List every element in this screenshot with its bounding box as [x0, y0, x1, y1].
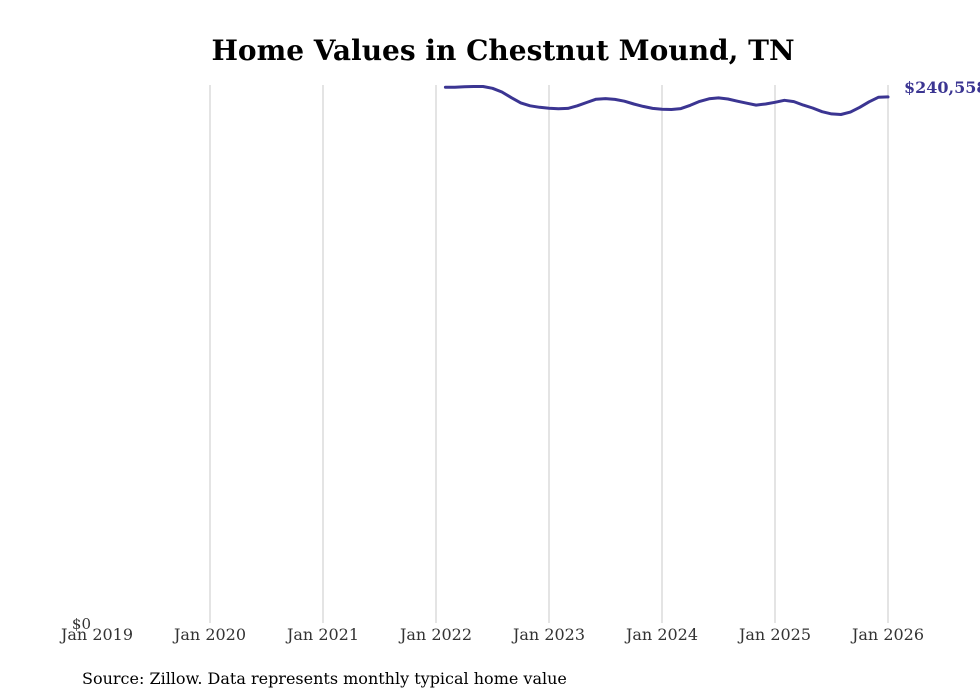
x-axis-tick-labels: Jan 2019 Jan 2020 Jan 2021 Jan 2022 Jan 2023…: [59, 625, 924, 644]
x-tick-label-jan-2026: Jan 2026: [850, 625, 924, 644]
x-tick-label-jan-2025: Jan 2025: [737, 625, 811, 644]
x-tick-label-jan-2021: Jan 2021: [285, 625, 359, 644]
x-tick-label-jan-2019: Jan 2019: [59, 625, 133, 644]
x-tick-label-jan-2024: Jan 2024: [624, 625, 698, 644]
chart-title: Home Values in Chestnut Mound, TN: [211, 34, 794, 67]
y-axis-tick-label-0: $0: [72, 615, 91, 633]
x-tick-label-jan-2023: Jan 2023: [511, 625, 585, 644]
latest-value-label: $240,558: [904, 78, 980, 97]
home-value-series-line: [443, 85, 890, 116]
x-tick-label-jan-2022: Jan 2022: [398, 625, 472, 644]
source-note: Source: Zillow. Data represents monthly …: [82, 669, 567, 688]
x-tick-label-jan-2020: Jan 2020: [172, 625, 246, 644]
vertical-gridlines: [209, 85, 889, 623]
